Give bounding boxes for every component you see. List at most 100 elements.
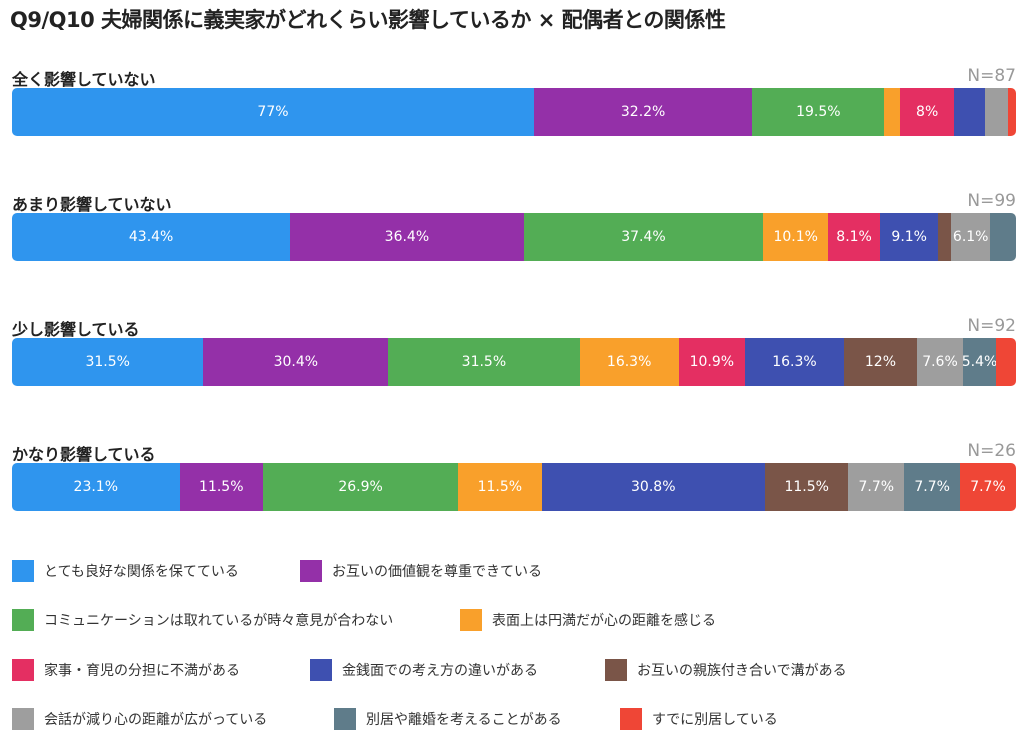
data-label: 30.8% xyxy=(631,479,676,495)
legend-item[interactable]: お互いの価値観を尊重できている xyxy=(300,560,542,582)
bar-segment[interactable]: 30.8% xyxy=(541,463,765,511)
bar-segment[interactable]: 6.1% xyxy=(951,213,991,261)
data-label: 32.2% xyxy=(620,104,666,120)
data-label: 16.3% xyxy=(772,354,817,370)
legend-swatch xyxy=(605,659,627,681)
legend-label: お互いの価値観を尊重できている xyxy=(332,564,542,580)
bar-segment[interactable]: 11.5% xyxy=(764,463,849,511)
bar-segment[interactable]: 7.7% xyxy=(960,463,1016,511)
bar-segment[interactable]: 37.4% xyxy=(523,213,764,261)
legend-item[interactable]: お互いの親族付き合いで溝がある xyxy=(605,659,847,681)
data-label: 37.4% xyxy=(621,229,666,245)
data-label: 30.4% xyxy=(273,354,319,370)
bar-segment[interactable]: 8% xyxy=(900,88,955,136)
bar-segment[interactable]: 5.4% xyxy=(963,338,996,386)
legend-item[interactable]: とても良好な関係を保てている xyxy=(12,560,239,582)
legend-label: お互いの親族付き合いで溝がある xyxy=(637,663,847,679)
legend-swatch xyxy=(12,708,34,730)
legend-item[interactable]: コミュニケーションは取れているが時々意見が合わない xyxy=(12,609,393,631)
bar-segment[interactable]: 77% xyxy=(12,88,534,136)
bar-segment[interactable]: 26.9% xyxy=(262,463,459,511)
bar-segment[interactable]: 23.1% xyxy=(12,463,180,511)
legend-item[interactable]: 家事・育児の分担に不満がある xyxy=(12,659,240,681)
legend-label: すでに別居している xyxy=(652,712,778,728)
bar-segment[interactable]: 43.4% xyxy=(12,213,291,261)
legend-label: 表面上は円満だが心の距離を感じる xyxy=(492,613,716,629)
data-label: 31.5% xyxy=(85,354,130,370)
data-label: 26.9% xyxy=(338,479,383,495)
data-label: 77% xyxy=(257,104,289,120)
row-label: かなり影響している xyxy=(12,445,156,464)
data-label: 11.5% xyxy=(477,479,523,495)
legend-swatch xyxy=(460,609,482,631)
row-label: あまり影響していない xyxy=(12,195,172,214)
bar-segment[interactable]: 19.5% xyxy=(752,88,885,136)
bar-segment[interactable]: 7.6% xyxy=(916,338,964,386)
legend-item[interactable]: 表面上は円満だが心の距離を感じる xyxy=(460,609,716,631)
legend-label: 会話が減り心の距離が広がっている xyxy=(44,712,268,728)
bar-segment[interactable]: 8.1% xyxy=(828,213,881,261)
sample-size: N=92 xyxy=(967,316,1016,336)
data-label: 43.4% xyxy=(128,229,174,245)
legend-swatch xyxy=(12,659,34,681)
bar-segment[interactable]: 7.7% xyxy=(904,463,961,511)
data-label: 7.7% xyxy=(914,479,950,495)
legend-label: とても良好な関係を保てている xyxy=(44,564,239,580)
row-label: 少し影響している xyxy=(12,320,140,339)
chart-title: Q9/Q10 夫婦関係に義実家がどれくらい影響しているか × 配偶者との関係性 xyxy=(10,8,726,32)
data-label: 5.4% xyxy=(963,354,996,370)
legend-item[interactable]: 会話が減り心の距離が広がっている xyxy=(12,708,267,730)
bar-segment[interactable]: 36.4% xyxy=(290,213,524,261)
bar-segment[interactable]: 32.2% xyxy=(533,88,753,136)
legend-swatch xyxy=(310,659,332,681)
data-label: 7.6% xyxy=(922,354,958,370)
stacked-bar: 23.1% 11.5% 26.9% 11.5% 30.8% 11.5% 7.7% 7.7% 7.… xyxy=(12,463,1016,511)
sample-size: N=26 xyxy=(967,441,1016,461)
bar-segment[interactable]: 9.1% xyxy=(880,213,939,261)
legend-swatch xyxy=(300,560,322,582)
bar-segment[interactable]: 11.5% xyxy=(458,463,542,511)
legend-swatch xyxy=(12,609,34,631)
bar-segment[interactable] xyxy=(995,338,1016,386)
data-label: 7.7% xyxy=(970,479,1006,495)
data-label: 9.1% xyxy=(891,229,927,245)
data-label: 19.5% xyxy=(796,104,841,120)
data-label: 7.7% xyxy=(858,479,895,495)
bar-segment[interactable] xyxy=(938,213,952,261)
data-label: 36.4% xyxy=(384,229,430,245)
bar-segment[interactable] xyxy=(990,213,1016,261)
bar-segment[interactable] xyxy=(1008,88,1016,136)
legend-item[interactable]: 別居や離婚を考えることがある xyxy=(334,708,562,730)
data-label: 8.1% xyxy=(836,229,872,245)
stacked-bar: 31.5% 30.4% 31.5% 16.3% 10.9% 16.3% 12% 7.6% 5.4… xyxy=(12,338,1016,386)
bar-segment[interactable]: 12% xyxy=(843,338,917,386)
bar-segment[interactable]: 30.4% xyxy=(203,338,389,386)
bar-segment[interactable]: 10.1% xyxy=(763,213,829,261)
data-label: 12% xyxy=(864,354,896,370)
bar-segment[interactable]: 7.7% xyxy=(848,463,905,511)
bar-segment[interactable] xyxy=(985,88,1009,136)
bar-segment[interactable]: 16.3% xyxy=(744,338,844,386)
data-label: 10.1% xyxy=(773,229,818,245)
legend-label: 別居や離婚を考えることがある xyxy=(366,712,562,728)
legend-item[interactable]: すでに別居している xyxy=(620,708,778,730)
bar-segment[interactable] xyxy=(884,88,901,136)
data-label: 11.5% xyxy=(199,479,244,495)
bar-segment[interactable]: 11.5% xyxy=(179,463,263,511)
bar-segment[interactable]: 31.5% xyxy=(12,338,204,386)
legend-item[interactable]: 金銭面での考え方の違いがある xyxy=(310,659,538,681)
data-label: 23.1% xyxy=(73,479,119,495)
bar-segment[interactable]: 31.5% xyxy=(388,338,580,386)
legend-swatch xyxy=(334,708,356,730)
legend-swatch xyxy=(12,560,34,582)
legend-label: 金銭面での考え方の違いがある xyxy=(342,663,538,679)
data-label: 11.5% xyxy=(784,479,829,495)
bar-segment[interactable] xyxy=(954,88,986,136)
data-label: 6.1% xyxy=(952,229,989,245)
bar-segment[interactable]: 16.3% xyxy=(579,338,679,386)
bar-segment[interactable]: 10.9% xyxy=(678,338,745,386)
data-label: 31.5% xyxy=(461,354,507,370)
data-label: 8% xyxy=(916,104,939,120)
data-label: 16.3% xyxy=(606,354,652,370)
legend-label: 家事・育児の分担に不満がある xyxy=(44,663,240,679)
